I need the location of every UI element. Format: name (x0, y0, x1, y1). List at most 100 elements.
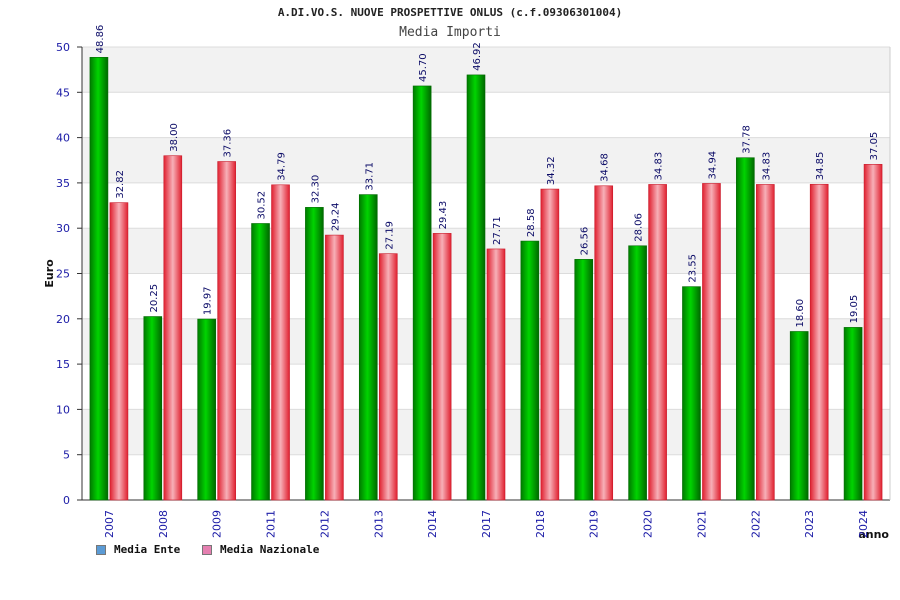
axes: 0 5 10 15 20 25 30 35 40 45 50 Euro anno 2007 2008 2009… (43, 41, 891, 541)
legend-item-ente: Media Ente (96, 543, 180, 556)
data-label: 34.83 (654, 152, 665, 181)
data-label: 34.68 (600, 153, 611, 182)
data-label: 38.00 (169, 123, 180, 152)
bar-media-nazionale (540, 188, 560, 501)
x-tick-label: 2020 (642, 510, 655, 538)
bar-media-nazionale (378, 253, 398, 501)
data-label: 19.97 (203, 286, 214, 315)
y-tick-label: 35 (56, 177, 70, 190)
y-tick-label: 45 (56, 86, 70, 99)
x-tick-label: 2024 (857, 510, 870, 538)
bar-media-ente (197, 318, 216, 501)
bar-media-nazionale (325, 234, 344, 501)
plot-band (82, 318, 890, 365)
bar-media-ente (358, 194, 378, 501)
legend-swatch-ente (96, 544, 106, 555)
x-tick-label: 2008 (157, 510, 170, 538)
bar-media-ente (843, 327, 863, 501)
bar-media-ente (412, 85, 432, 501)
data-label: 28.58 (526, 208, 537, 237)
data-label: 48.86 (95, 25, 106, 54)
data-label: 34.83 (761, 152, 772, 181)
data-label: 29.43 (438, 201, 449, 230)
x-tick-label: 2023 (803, 510, 816, 538)
x-tick-label: 2011 (265, 510, 278, 538)
data-label: 37.78 (741, 125, 752, 154)
bar-media-nazionale (486, 248, 506, 501)
x-tick-label: 2021 (695, 510, 708, 538)
data-label: 28.06 (634, 213, 645, 242)
plot-bands (82, 47, 890, 500)
data-label: 27.19 (384, 221, 395, 250)
bar-media-nazionale (432, 233, 452, 501)
bar-media-ente (682, 286, 701, 501)
x-tick-label: 2017 (480, 510, 493, 538)
plot-band (82, 228, 890, 274)
bar-media-nazionale (648, 184, 667, 501)
bar-media-ente (520, 240, 540, 501)
y-tick-label: 0 (63, 494, 70, 507)
plot-band (82, 409, 890, 455)
chart-subtitle: Media Importi (399, 25, 501, 40)
x-tick-label: 2009 (211, 510, 224, 538)
y-tick-label: 40 (56, 132, 70, 145)
y-tick-label: 30 (56, 222, 70, 235)
plot-band (82, 273, 890, 319)
data-label: 32.30 (310, 175, 321, 204)
plot-band (82, 454, 890, 500)
legend-label-ente: Media Ente (114, 543, 181, 556)
bar-media-ente (736, 157, 755, 501)
y-tick-label: 15 (56, 358, 70, 371)
data-label: 37.36 (223, 129, 234, 158)
y-tick-label: 25 (56, 268, 70, 281)
legend-label-nazionale: Media Nazionale (220, 543, 320, 556)
data-label: 34.79 (277, 152, 288, 181)
bar-media-ente (143, 316, 163, 501)
bar-media-nazionale (756, 184, 775, 501)
data-label: 45.70 (418, 53, 429, 82)
data-label: 34.32 (546, 156, 557, 185)
data-label: 29.24 (330, 202, 341, 231)
bar-media-ente (305, 207, 324, 501)
data-label: 37.05 (869, 132, 880, 161)
bar-media-ente (789, 331, 809, 501)
bar-media-nazionale (271, 184, 290, 501)
data-label: 32.82 (115, 170, 126, 199)
data-label: 18.60 (795, 299, 806, 328)
x-tick-label: 2007 (103, 510, 116, 538)
plot-band (82, 182, 890, 229)
bar-media-ente (574, 259, 594, 501)
bar-media-ente (466, 74, 486, 501)
plot-band (82, 92, 890, 138)
legend-item-nazionale: Media Nazionale (202, 543, 319, 556)
data-label: 20.25 (149, 284, 160, 313)
data-label: 27.71 (492, 216, 503, 245)
bar-media-nazionale (109, 202, 129, 501)
y-axis-label: Euro (43, 259, 56, 288)
bar-media-ente (251, 223, 270, 501)
bar-media-ente (628, 245, 647, 501)
bars (89, 57, 883, 501)
chart-title: A.DI.VO.S. NUOVE PROSPETTIVE ONLUS (c.f.… (277, 6, 623, 19)
x-tick-label: 2012 (318, 510, 331, 538)
data-label: 34.94 (707, 151, 718, 180)
bar-media-nazionale (863, 164, 883, 501)
y-tick-label: 10 (56, 403, 70, 416)
data-label: 23.55 (687, 254, 698, 283)
x-tick-label: 2019 (588, 510, 601, 538)
bar-media-nazionale (217, 161, 236, 501)
plot-band (82, 47, 890, 93)
bar-media-nazionale (594, 185, 614, 501)
x-tick-label: 2018 (534, 510, 547, 538)
data-label: 19.05 (849, 295, 860, 324)
y-tick-label: 20 (56, 313, 70, 326)
bar-media-nazionale (702, 183, 721, 501)
x-tick-label: 2013 (372, 510, 385, 538)
legend-swatch-nazionale (202, 544, 212, 555)
data-label: 30.52 (257, 191, 268, 220)
bar-media-ente (89, 57, 109, 501)
plot-band (82, 137, 890, 183)
data-label: 34.85 (815, 152, 826, 181)
bar-media-nazionale (809, 183, 829, 501)
